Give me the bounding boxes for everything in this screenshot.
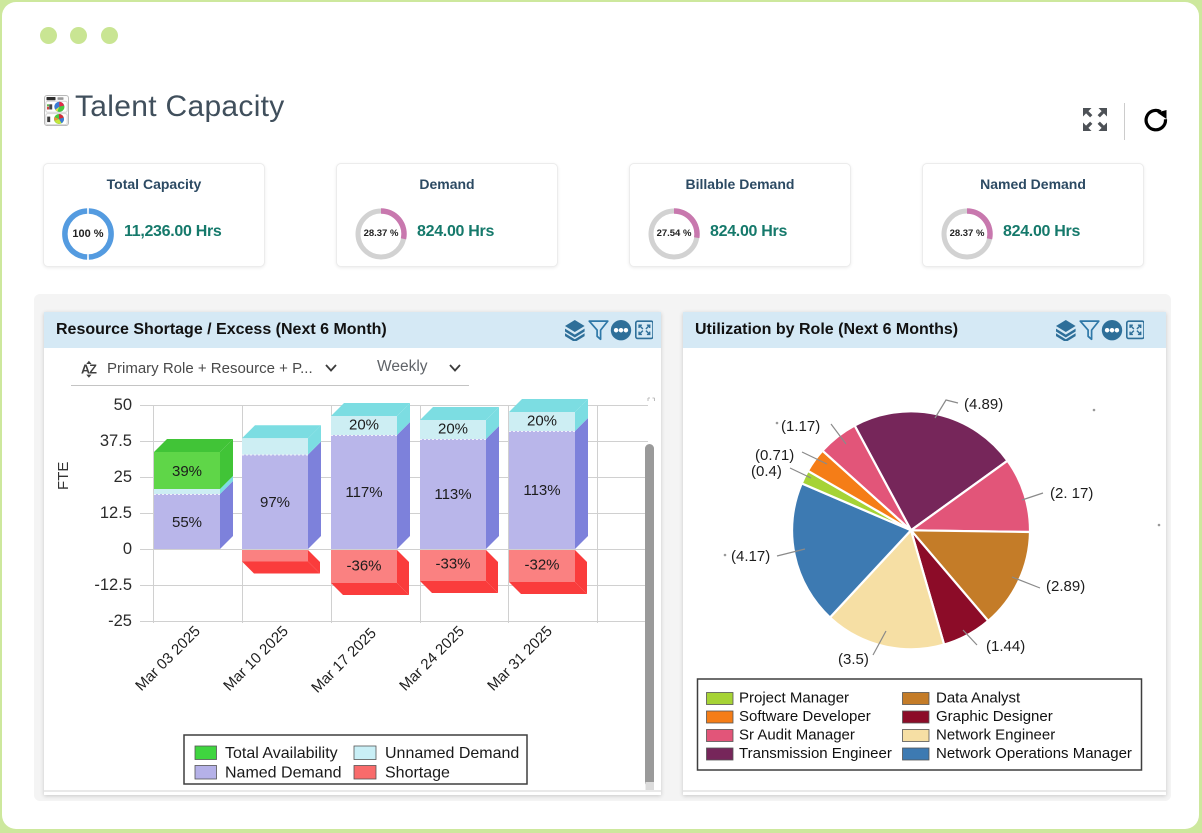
svg-text:(0.71): (0.71) [755,447,794,464]
svg-text:A: A [81,362,90,376]
svg-text:Network Operations Manager: Network Operations Manager [936,745,1132,762]
svg-text:20%: 20% [349,417,379,434]
svg-text:Mar 31 2025: Mar 31 2025 [484,623,556,695]
svg-text:Mar 17 2025: Mar 17 2025 [308,625,380,697]
svg-text:Graphic Designer: Graphic Designer [936,708,1053,725]
svg-text:Mar 10 2025: Mar 10 2025 [220,623,292,695]
svg-text:Unnamed Demand: Unnamed Demand [385,745,519,762]
svg-text:Sr Audit Manager: Sr Audit Manager [739,727,855,744]
svg-text:Mar 03 2025: Mar 03 2025 [132,623,204,695]
svg-text:Total Availability: Total Availability [225,745,338,762]
svg-text:(4.17): (4.17) [731,548,770,565]
svg-text:Z: Z [89,362,97,376]
svg-text:(4.89): (4.89) [964,396,1003,413]
svg-text:(1.17): (1.17) [781,418,820,435]
svg-text:97%: 97% [260,494,290,511]
svg-text:113%: 113% [434,486,471,503]
svg-text:113%: 113% [523,482,560,499]
svg-text:-32%: -32% [524,557,559,574]
svg-text:(1.44): (1.44) [986,638,1025,655]
svg-text:(3.5): (3.5) [838,651,869,668]
svg-text:0: 0 [123,540,132,558]
svg-text:39%: 39% [172,463,202,480]
svg-text:37.5: 37.5 [100,432,132,450]
svg-text:117%: 117% [345,484,382,501]
svg-text:(0.4): (0.4) [751,463,782,480]
svg-text:Shortage: Shortage [385,765,450,782]
svg-text:(2.89): (2.89) [1046,578,1085,595]
svg-text:20%: 20% [438,421,468,438]
svg-text:25: 25 [114,468,132,486]
svg-text:(2. 17): (2. 17) [1050,485,1093,502]
svg-text:-33%: -33% [435,556,470,573]
svg-text:-36%: -36% [346,558,381,575]
svg-text:FTE: FTE [55,462,72,490]
svg-text:Transmission Engineer: Transmission Engineer [739,745,892,762]
svg-text:-12.5: -12.5 [94,576,132,594]
svg-text:Mar 24 2025: Mar 24 2025 [396,623,468,695]
svg-text:Software Developer: Software Developer [739,708,871,725]
svg-text:12.5: 12.5 [100,504,132,522]
svg-text:Data Analyst: Data Analyst [936,690,1021,707]
svg-text:-25: -25 [108,612,132,630]
svg-text:55%: 55% [172,514,202,531]
svg-text:Network Engineer: Network Engineer [936,727,1055,744]
svg-text:Project Manager: Project Manager [739,690,849,707]
svg-text:20%: 20% [527,413,557,430]
svg-text:Named Demand: Named Demand [225,765,342,782]
svg-text:50: 50 [114,396,132,414]
